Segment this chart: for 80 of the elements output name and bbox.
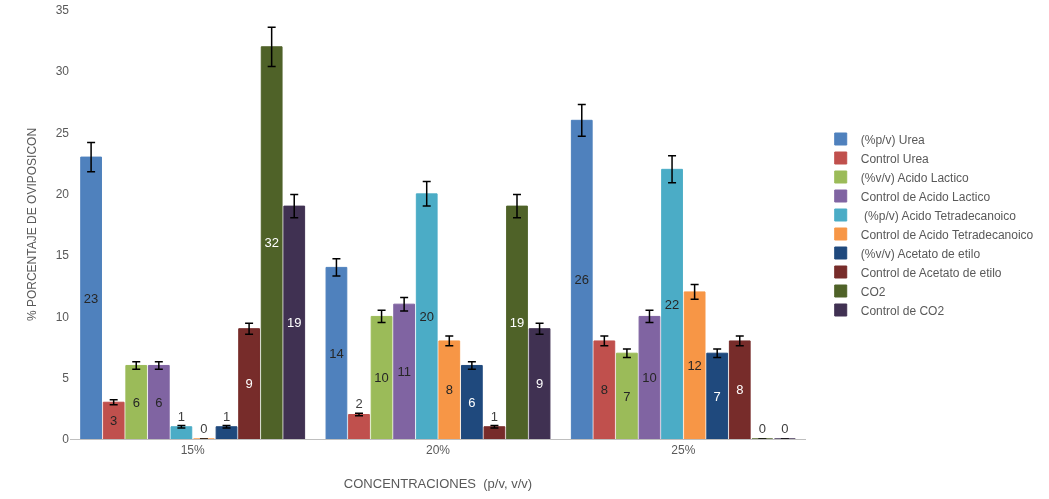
y-tick-label: 30 — [55, 64, 70, 79]
data-label: 1 — [177, 408, 185, 424]
data-label: 11 — [397, 364, 411, 380]
data-label: 3 — [110, 413, 118, 429]
data-label: 6 — [468, 394, 476, 410]
data-label: 32 — [264, 235, 279, 251]
bar — [706, 352, 729, 439]
data-label: 1 — [222, 408, 231, 424]
data-label: 6 — [132, 394, 140, 410]
data-label: 8 — [445, 382, 453, 398]
x-tick-label: 15% — [180, 443, 205, 458]
bar — [170, 426, 193, 439]
bar — [460, 364, 483, 439]
data-label: 9 — [245, 376, 253, 392]
bar — [393, 303, 416, 439]
y-tick-label: 15 — [55, 248, 70, 263]
x-tick-label: 20% — [425, 443, 451, 458]
legend-label: (%v/v) Acetato de etilo — [860, 246, 981, 261]
bar — [415, 193, 438, 439]
bar — [80, 156, 102, 439]
x-tick-label: 25% — [671, 443, 696, 458]
legend-label: Control de CO2 — [860, 303, 945, 318]
bar — [638, 315, 661, 439]
data-label: 1 — [490, 408, 499, 424]
data-label: 0 — [781, 421, 789, 436]
bar — [348, 413, 370, 439]
bar — [593, 340, 616, 439]
data-label: 7 — [713, 388, 721, 404]
legend-label: Control Urea — [860, 151, 930, 166]
legend-label: (%v/v) Acido Lactico — [860, 170, 970, 185]
y-axis-title: % PORCENTAJE DE OVIPOSICON — [25, 127, 39, 322]
y-tick-label: 0 — [62, 432, 70, 447]
data-label: 8 — [736, 382, 744, 398]
bar — [438, 340, 461, 439]
y-tick-label: 10 — [55, 309, 70, 324]
data-label: 0 — [758, 421, 766, 436]
data-label: 7 — [623, 388, 631, 404]
bar — [283, 205, 306, 439]
data-label: 10 — [374, 370, 389, 386]
y-tick-label: 5 — [62, 370, 70, 385]
data-label: 8 — [600, 382, 608, 398]
bar — [506, 205, 528, 439]
data-label: 2 — [355, 396, 363, 412]
bar — [528, 328, 551, 439]
legend-label: (%p/v) Acido Tetradecanoico — [860, 208, 1017, 223]
bar — [325, 266, 348, 439]
bar — [102, 401, 125, 439]
data-label: 10 — [642, 370, 657, 386]
legend-label: Control de Acido Tetradecanoico — [860, 227, 1034, 242]
data-label: 9 — [535, 376, 544, 392]
bar — [147, 364, 170, 439]
data-label: 6 — [155, 394, 163, 410]
bar — [728, 340, 751, 439]
data-label: 19 — [287, 315, 302, 331]
data-label: 23 — [83, 290, 99, 306]
data-label: 22 — [664, 296, 680, 312]
legend-label: (%p/v) Urea — [860, 132, 926, 147]
x-axis-title: CONCENTRACIONES (p/v, v/v) — [343, 476, 533, 491]
bar — [661, 168, 683, 439]
y-tick-label: 20 — [55, 187, 70, 202]
legend-label: Control de Acetato de etilo — [860, 265, 1002, 280]
bar — [370, 315, 393, 439]
bar — [260, 46, 283, 439]
bar — [683, 291, 706, 439]
data-label: 26 — [574, 272, 589, 288]
data-label: 19 — [509, 315, 525, 331]
data-label: 14 — [329, 345, 344, 361]
bar — [483, 426, 506, 439]
data-label: 12 — [687, 357, 702, 373]
data-label: 20 — [419, 308, 434, 324]
bar — [238, 328, 260, 439]
legend-label: Control de Acido Lactico — [860, 189, 991, 204]
bar — [570, 119, 593, 439]
y-tick-label: 35 — [55, 3, 70, 18]
bar — [215, 426, 238, 439]
bar — [125, 364, 148, 439]
y-tick-label: 25 — [55, 125, 70, 140]
legend-label: CO2 — [860, 284, 886, 299]
data-label: 0 — [200, 421, 208, 436]
bar — [616, 352, 638, 439]
